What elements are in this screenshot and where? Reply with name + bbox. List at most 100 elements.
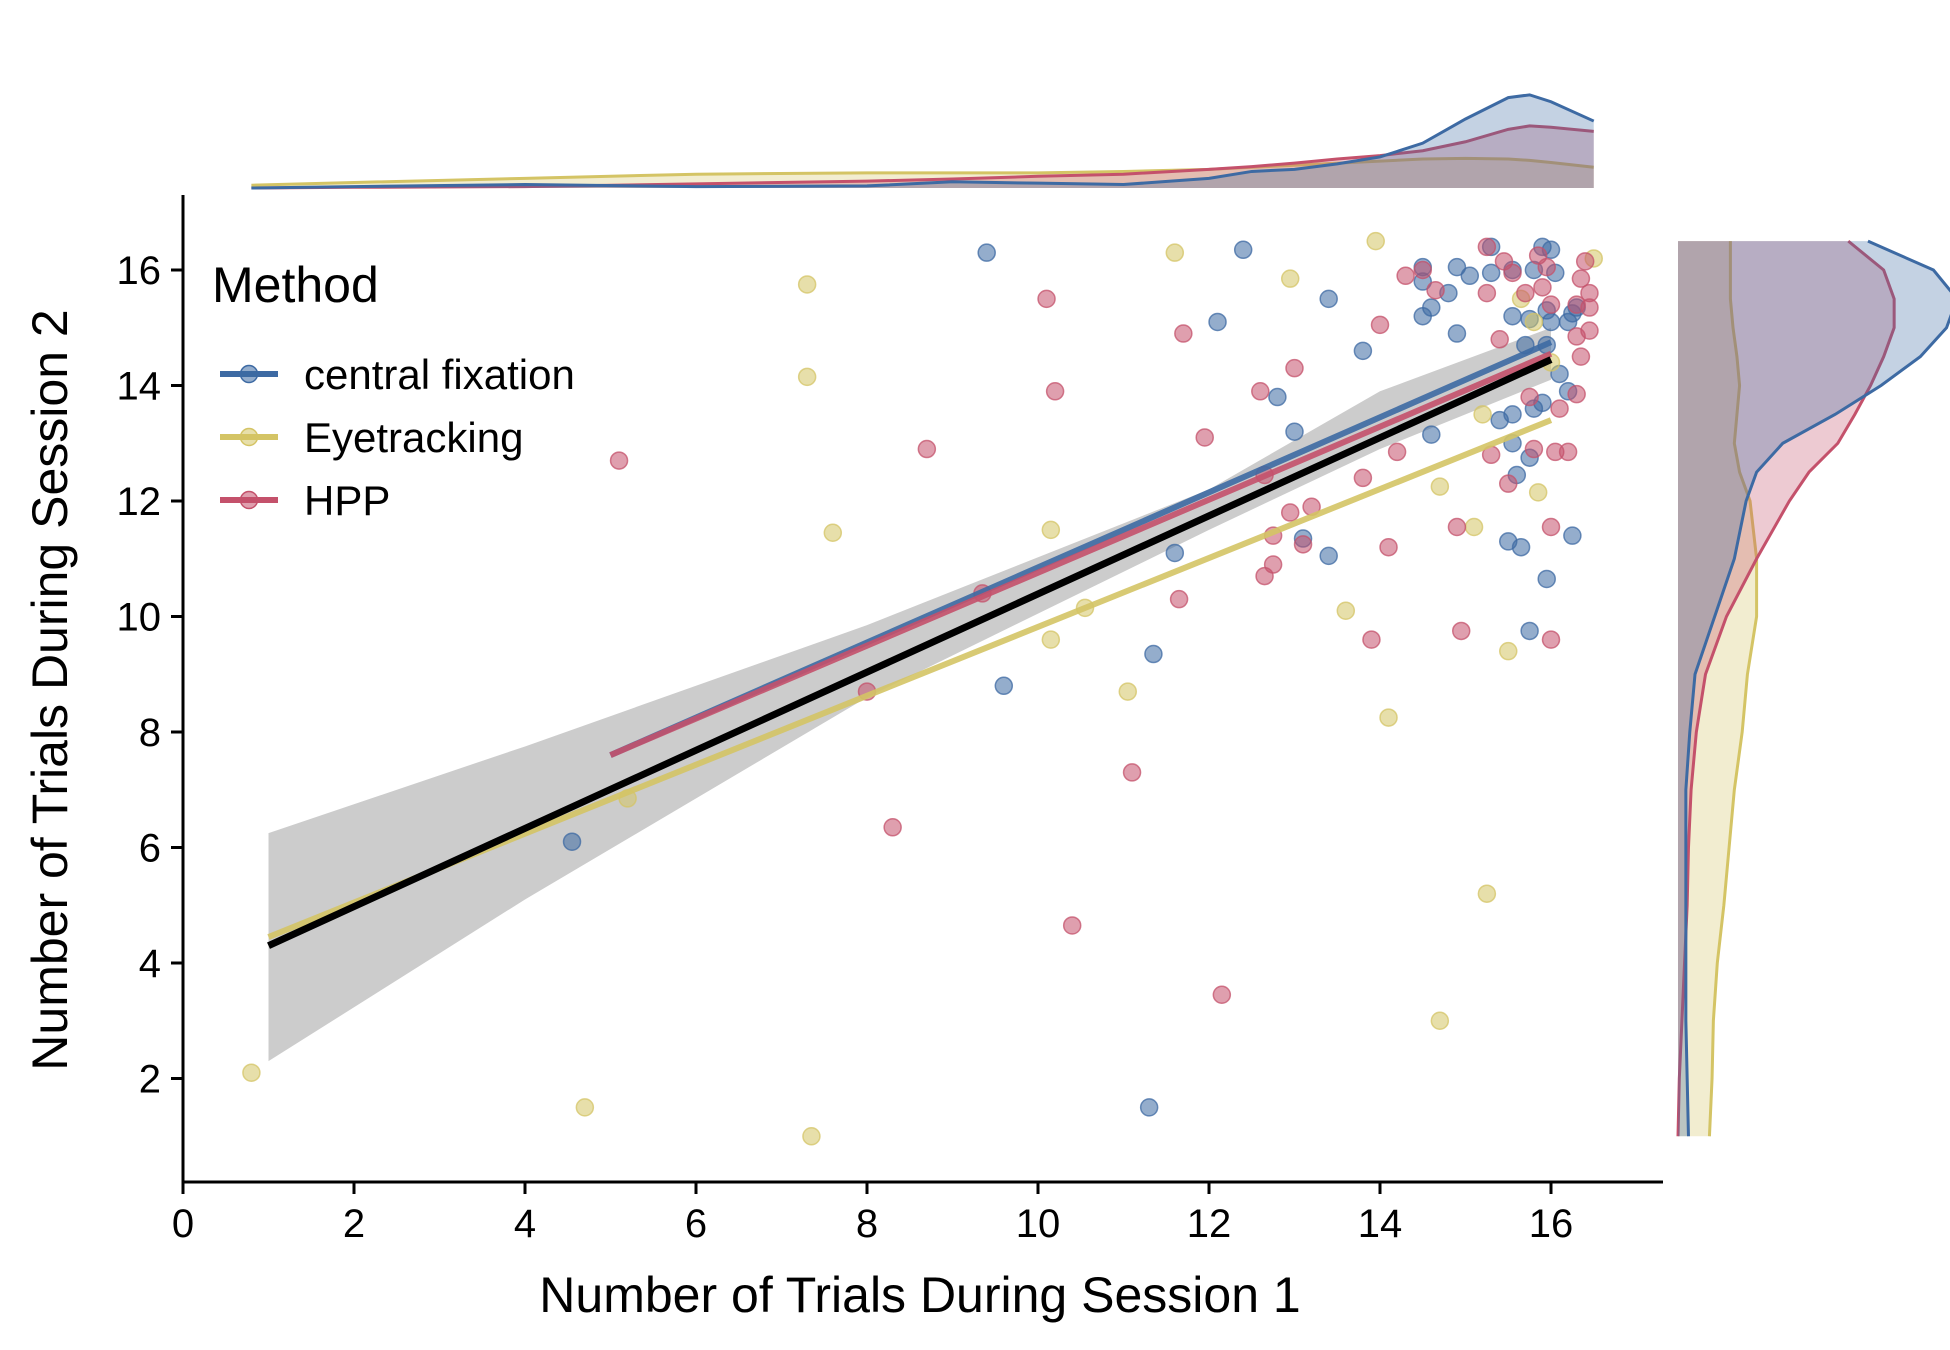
scatter-plot-area <box>242 231 1603 1146</box>
x-tick-label: 4 <box>514 1202 536 1246</box>
data-point <box>1037 289 1056 309</box>
data-point <box>1550 399 1569 418</box>
data-point <box>994 676 1014 696</box>
data-point <box>1139 1098 1159 1117</box>
x-tick-label: 10 <box>1016 1202 1061 1246</box>
data-point <box>1293 535 1313 554</box>
series-central-fixation <box>562 237 1586 1117</box>
confidence-band <box>268 327 1551 1062</box>
y-tick-label: 8 <box>139 711 161 755</box>
legend-label: Eyetracking <box>304 414 523 461</box>
data-point <box>1280 503 1300 522</box>
data-point <box>1447 324 1467 343</box>
data-point <box>1280 269 1300 288</box>
data-point <box>1195 428 1214 447</box>
data-point <box>1165 243 1185 262</box>
data-point <box>1362 630 1381 649</box>
data-point <box>917 439 937 459</box>
data-point <box>1396 266 1415 286</box>
data-point <box>1251 382 1270 401</box>
y-tick-label: 6 <box>139 827 161 871</box>
marginal-y-fill-hpp <box>1678 241 1895 1137</box>
data-point <box>1537 257 1556 277</box>
regression-lines-layer <box>267 339 1553 949</box>
data-point <box>1319 546 1338 566</box>
data-point <box>609 451 629 470</box>
data-point <box>1511 537 1531 557</box>
data-point <box>1520 387 1539 407</box>
data-point <box>1503 405 1522 424</box>
marginal-y-fill-central-fixation <box>1678 241 1950 1137</box>
data-point <box>1520 621 1539 641</box>
data-point <box>1464 517 1484 537</box>
data-point <box>1567 384 1586 404</box>
data-point <box>802 1127 821 1146</box>
data-point <box>1558 442 1578 462</box>
data-point <box>1370 315 1390 335</box>
data-point <box>1041 520 1061 540</box>
data-point <box>1208 312 1227 332</box>
data-point <box>1122 763 1142 782</box>
data-point <box>1379 537 1398 557</box>
data-point <box>1426 280 1445 300</box>
data-point <box>1212 985 1232 1005</box>
data-point <box>1041 630 1061 649</box>
y-tick-label: 16 <box>117 249 162 293</box>
scatter-points-layer <box>242 231 1603 1146</box>
data-point <box>1045 382 1065 401</box>
data-point <box>1575 252 1595 271</box>
x-axis-label: Number of Trials During Session 1 <box>539 1267 1300 1323</box>
data-point <box>1477 283 1497 303</box>
legend: Method central fixation Eyetracking HPP <box>212 257 575 524</box>
x-tick-label: 14 <box>1358 1202 1403 1246</box>
marginal-y-density <box>1676 239 1950 1137</box>
y-tick-label: 10 <box>117 596 162 640</box>
data-point <box>1413 260 1432 280</box>
data-point <box>1366 231 1385 251</box>
y-axis-label: Number of Trials During Session 2 <box>22 309 78 1070</box>
legend-item-eyetracking: Eyetracking <box>220 414 523 461</box>
regression-line-overall <box>267 356 1553 949</box>
data-point <box>1528 483 1548 502</box>
legend-item-hpp: HPP <box>220 477 390 524</box>
marginal-y-curve-central-fixation <box>1684 239 1950 1137</box>
series-hpp <box>609 237 1599 1005</box>
data-point <box>1263 555 1283 574</box>
data-point <box>1490 330 1509 349</box>
data-point <box>797 275 817 294</box>
data-point <box>1353 341 1373 361</box>
y-tick-label: 4 <box>139 942 161 986</box>
data-point <box>1499 641 1518 661</box>
data-point <box>1285 358 1304 378</box>
data-point <box>1387 442 1407 462</box>
data-point <box>1422 425 1441 444</box>
data-point <box>1516 283 1535 303</box>
data-point <box>1319 289 1338 309</box>
marginal-x-curve-hpp <box>251 124 1594 190</box>
data-point <box>1524 312 1544 332</box>
data-point <box>1541 630 1561 649</box>
legend-label: central fixation <box>304 351 575 398</box>
data-point <box>1447 517 1467 537</box>
data-point <box>1460 266 1480 286</box>
marginal-x-density <box>251 93 1595 190</box>
data-point <box>1571 269 1591 288</box>
data-point <box>1541 517 1561 537</box>
legend-label: HPP <box>304 477 390 524</box>
data-point <box>1499 474 1518 493</box>
data-point <box>1447 257 1467 277</box>
data-point <box>1285 422 1304 441</box>
marginal-x-fill-central-fixation <box>251 94 1594 188</box>
data-point <box>1233 240 1253 260</box>
x-tick-label: 16 <box>1529 1202 1574 1246</box>
y-tick-label: 14 <box>117 365 162 409</box>
data-point <box>1541 295 1561 314</box>
data-point <box>575 1098 595 1117</box>
data-point <box>1477 237 1497 257</box>
marginal-x-curve-central-fixation <box>251 93 1595 190</box>
data-point <box>1481 263 1501 283</box>
data-point <box>1580 298 1599 317</box>
data-point <box>1563 526 1582 545</box>
data-point <box>1062 916 1082 935</box>
data-point <box>1524 439 1544 459</box>
